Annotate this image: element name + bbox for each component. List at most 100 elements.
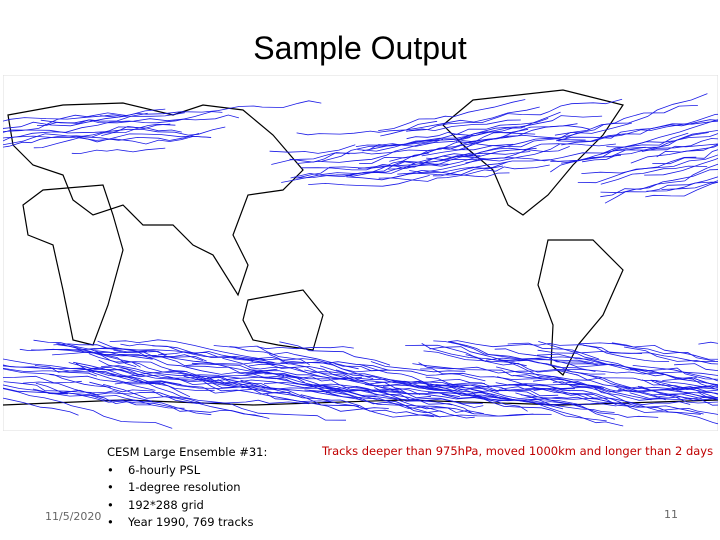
track bbox=[380, 106, 540, 137]
track bbox=[656, 144, 718, 158]
caption: Tracks deeper than 975hPa, moved 1000km … bbox=[322, 444, 714, 458]
track bbox=[289, 143, 514, 163]
track bbox=[378, 99, 526, 131]
track bbox=[448, 340, 670, 362]
track bbox=[249, 372, 362, 382]
track bbox=[421, 122, 633, 157]
track bbox=[611, 342, 715, 362]
track bbox=[512, 375, 666, 401]
track bbox=[3, 384, 68, 395]
track bbox=[304, 369, 421, 395]
track bbox=[240, 379, 441, 418]
track bbox=[248, 369, 449, 392]
track bbox=[418, 362, 635, 390]
description-heading: CESM Large Ensemble #31: bbox=[107, 445, 268, 459]
track bbox=[3, 133, 212, 146]
track bbox=[600, 165, 708, 185]
track bbox=[196, 361, 278, 373]
track bbox=[103, 384, 347, 421]
track bbox=[406, 118, 549, 140]
track bbox=[397, 161, 509, 176]
track bbox=[533, 388, 635, 407]
track bbox=[73, 361, 285, 381]
bullet: 192*288 grid bbox=[107, 497, 267, 515]
track bbox=[369, 111, 561, 150]
track bbox=[589, 375, 718, 399]
track bbox=[3, 112, 148, 122]
track bbox=[421, 137, 586, 165]
track bbox=[334, 363, 486, 382]
track bbox=[652, 149, 718, 165]
track bbox=[399, 382, 522, 402]
track bbox=[309, 384, 552, 418]
track bbox=[577, 154, 718, 184]
track bbox=[600, 169, 718, 194]
track bbox=[257, 346, 354, 350]
track bbox=[3, 126, 182, 139]
track bbox=[507, 342, 600, 360]
track bbox=[651, 380, 718, 395]
track bbox=[641, 138, 718, 152]
track bbox=[53, 343, 147, 353]
track bbox=[694, 378, 718, 387]
track bbox=[152, 345, 390, 371]
track bbox=[34, 365, 191, 398]
track bbox=[537, 349, 718, 391]
track bbox=[213, 345, 359, 370]
track bbox=[71, 147, 166, 155]
storm-tracks bbox=[3, 93, 718, 429]
track bbox=[416, 385, 564, 410]
track bbox=[645, 181, 718, 198]
track bbox=[412, 363, 543, 380]
track bbox=[365, 390, 615, 413]
track bbox=[427, 391, 624, 427]
track bbox=[100, 100, 322, 118]
track bbox=[623, 346, 718, 365]
track bbox=[362, 136, 471, 152]
track bbox=[3, 358, 143, 378]
track bbox=[335, 369, 492, 388]
track bbox=[561, 113, 718, 146]
track bbox=[19, 348, 141, 368]
track bbox=[455, 125, 591, 144]
track bbox=[250, 359, 434, 390]
track bbox=[565, 105, 698, 139]
track bbox=[458, 132, 581, 151]
track bbox=[550, 143, 718, 162]
track bbox=[264, 373, 473, 414]
track bbox=[206, 375, 432, 399]
track bbox=[248, 363, 448, 392]
track bbox=[336, 152, 429, 177]
track bbox=[186, 365, 305, 383]
track bbox=[98, 359, 261, 388]
bullet-list: 6-hourly PSL 1-degree resolution 192*288… bbox=[107, 462, 267, 532]
track bbox=[269, 144, 356, 154]
track bbox=[355, 385, 460, 398]
track bbox=[421, 343, 594, 364]
track bbox=[245, 371, 378, 393]
track bbox=[425, 376, 571, 392]
track bbox=[269, 354, 374, 380]
track bbox=[296, 120, 438, 136]
track bbox=[520, 394, 691, 406]
track bbox=[554, 93, 708, 136]
track bbox=[495, 382, 711, 393]
track bbox=[57, 344, 235, 388]
track bbox=[646, 180, 718, 192]
track bbox=[101, 123, 171, 136]
track bbox=[109, 339, 266, 361]
track bbox=[296, 161, 416, 179]
track bbox=[158, 351, 275, 363]
track bbox=[576, 374, 658, 381]
track bbox=[94, 350, 270, 375]
bullet: Year 1990, 769 tracks bbox=[107, 514, 267, 532]
track bbox=[3, 367, 98, 377]
track bbox=[388, 151, 531, 170]
track bbox=[650, 379, 718, 388]
track bbox=[698, 341, 718, 345]
track bbox=[437, 383, 594, 395]
track bbox=[406, 119, 521, 132]
track bbox=[84, 366, 188, 376]
page-number: 11 bbox=[664, 508, 678, 521]
track bbox=[420, 368, 602, 388]
